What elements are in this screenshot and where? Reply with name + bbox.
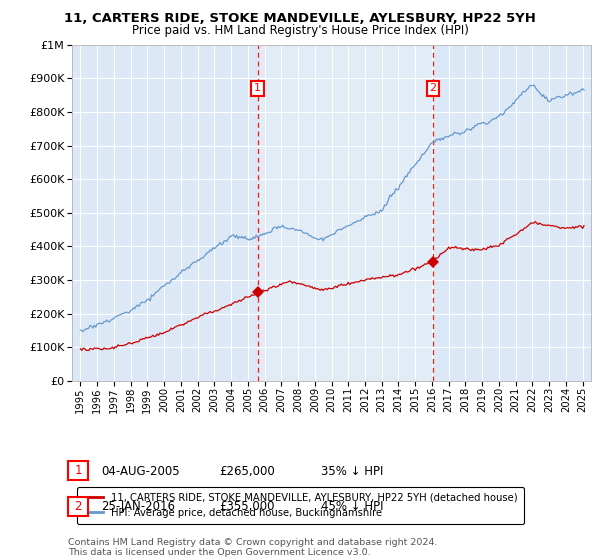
Text: 2: 2 [74, 500, 82, 513]
Text: 1: 1 [254, 83, 261, 94]
Text: 04-AUG-2005: 04-AUG-2005 [101, 465, 179, 478]
Text: 11, CARTERS RIDE, STOKE MANDEVILLE, AYLESBURY, HP22 5YH: 11, CARTERS RIDE, STOKE MANDEVILLE, AYLE… [64, 12, 536, 25]
Text: Contains HM Land Registry data © Crown copyright and database right 2024.
This d: Contains HM Land Registry data © Crown c… [68, 538, 438, 557]
Bar [257, 45, 433, 381]
Text: £355,000: £355,000 [219, 500, 275, 514]
Text: 45% ↓ HPI: 45% ↓ HPI [321, 500, 383, 514]
Text: 25-JAN-2016: 25-JAN-2016 [101, 500, 175, 514]
Text: Price paid vs. HM Land Registry's House Price Index (HPI): Price paid vs. HM Land Registry's House … [131, 24, 469, 37]
Text: 2: 2 [430, 83, 437, 94]
Text: 1: 1 [74, 464, 82, 478]
Legend: 11, CARTERS RIDE, STOKE MANDEVILLE, AYLESBURY, HP22 5YH (detached house), HPI: A: 11, CARTERS RIDE, STOKE MANDEVILLE, AYLE… [77, 487, 524, 524]
Text: £265,000: £265,000 [219, 465, 275, 478]
Text: 35% ↓ HPI: 35% ↓ HPI [321, 465, 383, 478]
